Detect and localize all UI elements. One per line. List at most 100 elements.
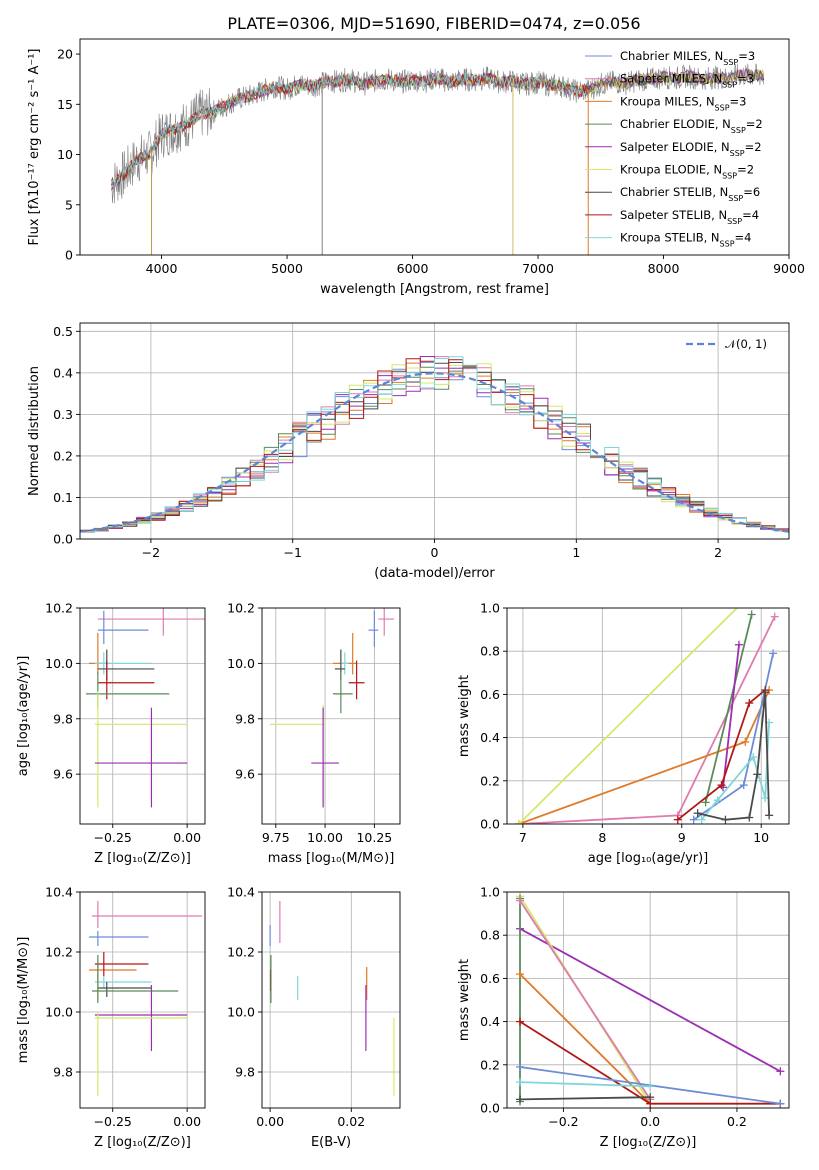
y-tick-label: 0.4 bbox=[480, 730, 500, 745]
mass-weight-line bbox=[722, 644, 740, 788]
legend-entry: Salpeter ELODIE, NSSP=2 bbox=[620, 140, 762, 158]
y-tick-label: 10.0 bbox=[227, 656, 255, 671]
mass-weight-line bbox=[677, 689, 766, 821]
y-axis-label: age [log₁₀(age/yr)] bbox=[16, 656, 31, 777]
mass-weight-line bbox=[519, 900, 651, 1100]
plus-marker bbox=[761, 688, 770, 697]
axes-frame bbox=[261, 607, 401, 825]
mass-weight-line bbox=[519, 927, 781, 1073]
y-tick-label: 10.0 bbox=[227, 1005, 255, 1020]
plus-marker bbox=[516, 1017, 525, 1026]
x-tick-label: 5000 bbox=[271, 261, 303, 276]
plus-marker bbox=[516, 1095, 525, 1104]
errorbar-point bbox=[94, 652, 152, 675]
y-tick-label: 0.4 bbox=[480, 1014, 500, 1029]
plus-marker bbox=[749, 753, 758, 762]
legend-entry: 𝒩(0, 1) bbox=[725, 337, 767, 351]
axes-frame bbox=[79, 38, 790, 256]
y-tick-label: 10.2 bbox=[45, 601, 73, 616]
y-tick-label: 0.1 bbox=[53, 490, 73, 505]
errorbar-point bbox=[311, 707, 339, 808]
y-tick-label: 0.4 bbox=[53, 365, 73, 380]
plus-marker bbox=[717, 781, 726, 790]
x-tick-label: 0.0 bbox=[640, 1114, 660, 1129]
x-tick-label: 10.00 bbox=[307, 830, 343, 845]
y-tick-label: 10.2 bbox=[227, 601, 255, 616]
plus-marker bbox=[516, 970, 525, 979]
y-tick-label: 10.4 bbox=[45, 885, 73, 900]
errorbar-point bbox=[91, 955, 179, 1003]
plus-marker bbox=[745, 813, 754, 822]
plus-marker bbox=[646, 1093, 655, 1102]
gaussian-reference-curve bbox=[80, 372, 789, 533]
errorbar-point bbox=[94, 691, 188, 808]
y-tick-label: 9.6 bbox=[53, 767, 73, 782]
plus-marker bbox=[516, 1062, 525, 1071]
errorbar-point bbox=[97, 982, 152, 997]
plus-marker bbox=[693, 809, 702, 818]
x-tick-label: 9000 bbox=[773, 261, 805, 276]
axes-frame bbox=[506, 607, 790, 825]
plus-marker bbox=[739, 781, 748, 790]
x-axis-label: mass [log₁₀(M/M⊙)] bbox=[268, 851, 395, 866]
x-tick-label: 0.00 bbox=[173, 1114, 201, 1129]
plus-marker bbox=[701, 798, 710, 807]
plus-marker bbox=[673, 815, 682, 824]
plus-marker bbox=[776, 1067, 785, 1076]
spectrum-panel: 4000 5000 6000 7000 8000 9000 0 5 10 15 20 waveleng… bbox=[27, 38, 805, 297]
x-tick-label: 8 bbox=[598, 830, 606, 845]
y-tick-label: 9.8 bbox=[235, 711, 255, 726]
y-tick-label: 0.8 bbox=[480, 644, 500, 659]
errorbar-point bbox=[348, 660, 365, 700]
y-tick-label: 10 bbox=[57, 147, 73, 162]
plus-marker bbox=[697, 815, 706, 824]
x-tick-label: 2 bbox=[714, 545, 722, 560]
spectrum-model-line bbox=[111, 71, 589, 189]
y-tick-label: 0.5 bbox=[53, 324, 73, 339]
errorbar-point bbox=[378, 608, 395, 636]
x-axis-label: Z [log₁₀(Z/Z⊙)] bbox=[94, 851, 191, 866]
axes-frame bbox=[261, 891, 401, 1109]
y-axis-label: mass [log₁₀(M/M⊙)] bbox=[16, 937, 31, 1064]
errorbar-point bbox=[97, 610, 149, 644]
y-tick-label: 9.8 bbox=[235, 1065, 255, 1080]
mass_weight_vs_Z-plot-area bbox=[516, 892, 785, 1108]
x-tick-label: 8000 bbox=[648, 261, 680, 276]
mass-weight-line bbox=[518, 608, 739, 824]
mass-weight-line bbox=[519, 1081, 651, 1088]
legend-entry: Salpeter STELIB, NSSP=4 bbox=[620, 208, 759, 226]
legend-entry: Kroupa ELODIE, NSSP=2 bbox=[620, 163, 754, 181]
mass_vs_Z-plot-area bbox=[88, 901, 203, 1096]
plus-marker bbox=[516, 1078, 525, 1087]
y-tick-label: 0.2 bbox=[53, 448, 73, 463]
y-tick-label: 1.0 bbox=[480, 885, 500, 900]
x-tick-label: 10 bbox=[753, 830, 769, 845]
y-tick-label: 10.0 bbox=[45, 656, 73, 671]
errorbar-point bbox=[332, 671, 353, 714]
axes-frame bbox=[79, 607, 206, 825]
legend-entry: Kroupa MILES, NSSP=3 bbox=[620, 94, 746, 112]
y-tick-label: 5 bbox=[65, 197, 73, 212]
legend-entry: Kroupa STELIB, NSSP=4 bbox=[620, 231, 751, 249]
plus-marker bbox=[769, 649, 778, 658]
plus-marker bbox=[514, 820, 523, 824]
figure-title: PLATE=0306, MJD=51690, FIBERID=0474, z=0… bbox=[227, 14, 640, 33]
errorbar-point bbox=[94, 1012, 188, 1096]
spectrum-model-line bbox=[111, 72, 589, 191]
errorbar-point bbox=[97, 608, 205, 636]
x-axis-label: Z [log₁₀(Z/Z⊙)] bbox=[94, 1135, 191, 1150]
axes-frame bbox=[506, 891, 790, 1109]
mass-weight-line bbox=[700, 722, 770, 821]
x-axis-label: wavelength [Angstrom, rest frame] bbox=[320, 282, 549, 297]
spectrum-legend: Chabrier MILES, NSSP=3 Salpeter MILES, NS… bbox=[585, 49, 763, 248]
errorbar-point bbox=[340, 652, 349, 675]
errorbar-point bbox=[94, 707, 188, 808]
mass-weight-line bbox=[519, 1096, 651, 1101]
plus-marker bbox=[737, 600, 745, 608]
y-axis-label: mass weight bbox=[457, 675, 472, 757]
errorbar-point bbox=[88, 931, 149, 946]
axes-frame bbox=[79, 891, 206, 1109]
x-tick-label: −0.2 bbox=[548, 1114, 578, 1129]
plus-marker bbox=[734, 640, 743, 649]
